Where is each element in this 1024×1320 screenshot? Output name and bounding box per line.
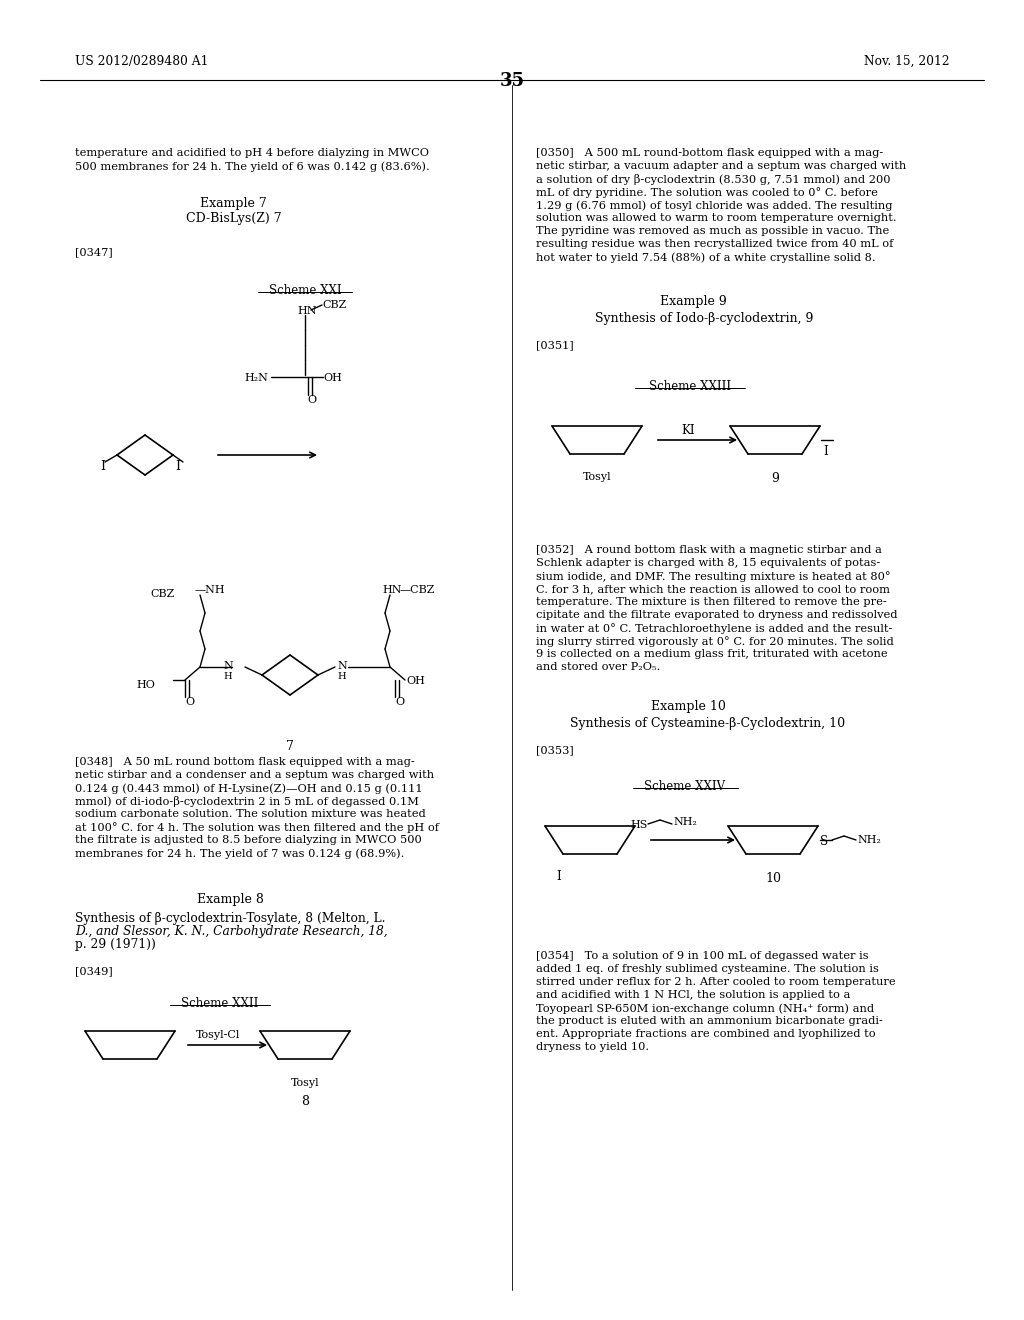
- Text: Scheme XXII: Scheme XXII: [181, 997, 259, 1010]
- Text: 7: 7: [286, 741, 294, 752]
- Text: H: H: [337, 672, 346, 681]
- Text: [0353]: [0353]: [536, 744, 573, 755]
- Text: mmol) of di-iodo-β-cyclodextrin 2 in 5 mL of degassed 0.1M: mmol) of di-iodo-β-cyclodextrin 2 in 5 m…: [75, 796, 419, 807]
- Text: Example 7: Example 7: [200, 197, 266, 210]
- Text: mL of dry pyridine. The solution was cooled to 0° C. before: mL of dry pyridine. The solution was coo…: [536, 187, 878, 198]
- Text: The pyridine was removed as much as possible in vacuo. The: The pyridine was removed as much as poss…: [536, 226, 889, 236]
- Text: dryness to yield 10.: dryness to yield 10.: [536, 1041, 649, 1052]
- Text: Synthesis of Cysteamine-β-Cyclodextrin, 10: Synthesis of Cysteamine-β-Cyclodextrin, …: [570, 717, 845, 730]
- Text: CBZ: CBZ: [151, 589, 175, 599]
- Text: 35: 35: [500, 73, 524, 90]
- Text: I: I: [175, 459, 180, 473]
- Text: temperature. The mixture is then filtered to remove the pre-: temperature. The mixture is then filtere…: [536, 597, 887, 607]
- Text: I: I: [100, 459, 105, 473]
- Text: Schlenk adapter is charged with 8, 15 equivalents of potas-: Schlenk adapter is charged with 8, 15 eq…: [536, 558, 881, 568]
- Text: [0349]: [0349]: [75, 966, 113, 975]
- Text: Example 10: Example 10: [651, 700, 726, 713]
- Text: OH: OH: [406, 676, 425, 686]
- Text: the product is eluted with an ammonium bicarbonate gradi-: the product is eluted with an ammonium b…: [536, 1016, 883, 1026]
- Text: netic stirbar, a vacuum adapter and a septum was charged with: netic stirbar, a vacuum adapter and a se…: [536, 161, 906, 172]
- Text: CD-BisLys(Z) 7: CD-BisLys(Z) 7: [186, 213, 282, 224]
- Text: ing slurry stirred vigorously at 0° C. for 20 minutes. The solid: ing slurry stirred vigorously at 0° C. f…: [536, 636, 894, 647]
- Text: [0350]   A 500 mL round-bottom flask equipped with a mag-: [0350] A 500 mL round-bottom flask equip…: [536, 148, 884, 158]
- Text: a solution of dry β-cyclodextrin (8.530 g, 7.51 mmol) and 200: a solution of dry β-cyclodextrin (8.530 …: [536, 174, 891, 185]
- Text: [0354]   To a solution of 9 in 100 mL of degassed water is: [0354] To a solution of 9 in 100 mL of d…: [536, 950, 868, 961]
- Text: solution was allowed to warm to room temperature overnight.: solution was allowed to warm to room tem…: [536, 213, 897, 223]
- Text: OH: OH: [323, 374, 342, 383]
- Text: NH₂: NH₂: [673, 817, 697, 828]
- Text: ent. Appropriate fractions are combined and lyophilized to: ent. Appropriate fractions are combined …: [536, 1030, 876, 1039]
- Text: 500 membranes for 24 h. The yield of 6 was 0.142 g (83.6%).: 500 membranes for 24 h. The yield of 6 w…: [75, 161, 430, 172]
- Text: Scheme XXIV: Scheme XXIV: [644, 780, 726, 793]
- Text: [0348]   A 50 mL round bottom flask equipped with a mag-: [0348] A 50 mL round bottom flask equipp…: [75, 756, 415, 767]
- Text: NH₂: NH₂: [857, 836, 881, 845]
- Text: Toyopearl SP-650M ion-exchange column (NH₄⁺ form) and: Toyopearl SP-650M ion-exchange column (N…: [536, 1003, 874, 1014]
- Text: —CBZ: —CBZ: [400, 585, 435, 595]
- Text: I: I: [556, 870, 561, 883]
- Text: at 100° C. for 4 h. The solution was then filtered and the pH of: at 100° C. for 4 h. The solution was the…: [75, 822, 439, 833]
- Text: KI: KI: [681, 424, 695, 437]
- Text: sodium carbonate solution. The solution mixture was heated: sodium carbonate solution. The solution …: [75, 809, 426, 818]
- Text: H: H: [223, 672, 231, 681]
- Text: O: O: [185, 697, 195, 708]
- Text: and acidified with 1 N HCl, the solution is applied to a: and acidified with 1 N HCl, the solution…: [536, 990, 850, 1001]
- Text: S: S: [820, 836, 828, 847]
- Text: Scheme XXIII: Scheme XXIII: [649, 380, 731, 393]
- Text: temperature and acidified to pH 4 before dialyzing in MWCO: temperature and acidified to pH 4 before…: [75, 148, 429, 158]
- Text: Tosyl: Tosyl: [291, 1078, 319, 1088]
- Text: 8: 8: [301, 1096, 309, 1107]
- Text: and stored over P₂O₅.: and stored over P₂O₅.: [536, 663, 660, 672]
- Text: HO: HO: [136, 680, 155, 690]
- Text: Tosyl: Tosyl: [583, 473, 611, 482]
- Text: HN: HN: [382, 585, 401, 595]
- Text: Example 8: Example 8: [197, 894, 264, 906]
- Text: N: N: [337, 661, 347, 671]
- Text: H₂N: H₂N: [244, 374, 268, 383]
- Text: HN: HN: [297, 306, 316, 315]
- Text: D., and Slessor, K. N., Carbohydrate Research, 18,: D., and Slessor, K. N., Carbohydrate Res…: [75, 925, 388, 939]
- Text: p. 29 (1971)): p. 29 (1971)): [75, 939, 156, 950]
- Text: O: O: [395, 697, 404, 708]
- Text: in water at 0° C. Tetrachloroethylene is added and the result-: in water at 0° C. Tetrachloroethylene is…: [536, 623, 892, 634]
- Text: Synthesis of β-cyclodextrin-Tosylate, 8 (Melton, L.: Synthesis of β-cyclodextrin-Tosylate, 8 …: [75, 912, 385, 925]
- Text: membranes for 24 h. The yield of 7 was 0.124 g (68.9%).: membranes for 24 h. The yield of 7 was 0…: [75, 847, 404, 858]
- Text: 1.29 g (6.76 mmol) of tosyl chloride was added. The resulting: 1.29 g (6.76 mmol) of tosyl chloride was…: [536, 201, 893, 211]
- Text: [0351]: [0351]: [536, 341, 573, 350]
- Text: 10: 10: [765, 873, 781, 884]
- Text: added 1 eq. of freshly sublimed cysteamine. The solution is: added 1 eq. of freshly sublimed cysteami…: [536, 964, 879, 974]
- Text: cipitate and the filtrate evaporated to dryness and redissolved: cipitate and the filtrate evaporated to …: [536, 610, 897, 620]
- Text: I: I: [823, 445, 827, 458]
- Text: netic stirbar and a condenser and a septum was charged with: netic stirbar and a condenser and a sept…: [75, 770, 434, 780]
- Text: Nov. 15, 2012: Nov. 15, 2012: [864, 55, 950, 69]
- Text: HS: HS: [630, 820, 647, 830]
- Text: —NH: —NH: [195, 585, 225, 595]
- Text: C. for 3 h, after which the reaction is allowed to cool to room: C. for 3 h, after which the reaction is …: [536, 583, 890, 594]
- Text: stirred under reflux for 2 h. After cooled to room temperature: stirred under reflux for 2 h. After cool…: [536, 977, 896, 987]
- Text: 9: 9: [771, 473, 779, 484]
- Text: 9 is collected on a medium glass frit, triturated with acetone: 9 is collected on a medium glass frit, t…: [536, 649, 888, 659]
- Text: O: O: [307, 395, 316, 405]
- Text: Synthesis of Iodo-β-cyclodextrin, 9: Synthesis of Iodo-β-cyclodextrin, 9: [595, 312, 813, 325]
- Text: CBZ: CBZ: [322, 300, 346, 310]
- Text: resulting residue was then recrystallized twice from 40 mL of: resulting residue was then recrystallize…: [536, 239, 893, 249]
- Text: [0347]: [0347]: [75, 247, 113, 257]
- Text: US 2012/0289480 A1: US 2012/0289480 A1: [75, 55, 208, 69]
- Text: the filtrate is adjusted to 8.5 before dialyzing in MWCO 500: the filtrate is adjusted to 8.5 before d…: [75, 836, 422, 845]
- Text: hot water to yield 7.54 (88%) of a white crystalline solid 8.: hot water to yield 7.54 (88%) of a white…: [536, 252, 876, 263]
- Text: sium iodide, and DMF. The resulting mixture is heated at 80°: sium iodide, and DMF. The resulting mixt…: [536, 572, 891, 582]
- Text: Scheme XXI: Scheme XXI: [268, 284, 341, 297]
- Text: Example 9: Example 9: [660, 294, 727, 308]
- Text: N: N: [223, 661, 232, 671]
- Text: 0.124 g (0.443 mmol) of H-Lysine(Z)—OH and 0.15 g (0.111: 0.124 g (0.443 mmol) of H-Lysine(Z)—OH a…: [75, 783, 423, 793]
- Text: Tosyl-Cl: Tosyl-Cl: [196, 1030, 241, 1040]
- Text: [0352]   A round bottom flask with a magnetic stirbar and a: [0352] A round bottom flask with a magne…: [536, 545, 882, 554]
